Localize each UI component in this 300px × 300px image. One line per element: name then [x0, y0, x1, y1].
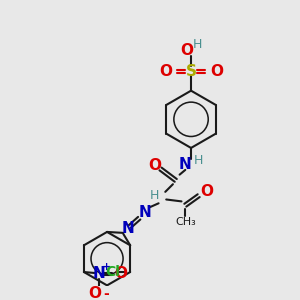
Text: H: H: [194, 154, 203, 167]
Text: O: O: [200, 184, 213, 199]
Text: Cl: Cl: [106, 265, 121, 279]
Text: O: O: [210, 64, 223, 79]
Text: O: O: [181, 43, 194, 58]
Text: O: O: [159, 64, 172, 79]
Text: N: N: [179, 157, 192, 172]
Text: N: N: [139, 205, 152, 220]
Text: -: -: [103, 287, 109, 300]
Text: H: H: [193, 38, 202, 51]
Text: O: O: [88, 286, 101, 300]
Text: CH₃: CH₃: [175, 218, 196, 227]
Text: O: O: [148, 158, 161, 172]
Text: N: N: [93, 266, 106, 281]
Text: +: +: [102, 262, 111, 272]
Text: N: N: [122, 220, 134, 236]
Text: S: S: [185, 64, 197, 79]
Text: H: H: [150, 189, 160, 202]
Text: O: O: [115, 266, 128, 281]
